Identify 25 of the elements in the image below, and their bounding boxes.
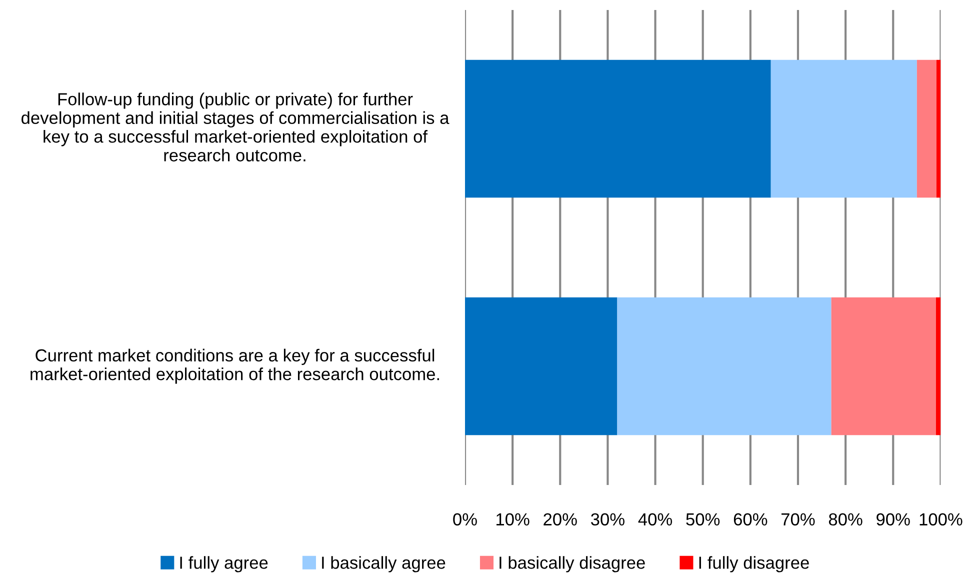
- x-tick-label: 40%: [638, 513, 672, 526]
- x-tick-label: 50%: [686, 513, 720, 526]
- bar: [916, 60, 936, 198]
- x-tick-label: 30%: [591, 513, 624, 526]
- bar: [936, 297, 941, 436]
- bar: [831, 297, 936, 436]
- y-tick-label: Follow-up funding (public or private) for further development and initial stages of commercialisation is a key to a successful market-oriented exploitation of research outcome.: [22, 92, 450, 162]
- legend-label: I basically agree: [322, 556, 446, 572]
- x-tick-label: 90%: [876, 513, 910, 526]
- x-tick-label: 20%: [544, 513, 577, 526]
- legend-label: I fully agree: [180, 556, 268, 572]
- legend-label: I basically disagree: [500, 556, 645, 572]
- bar: [936, 60, 941, 198]
- x-tick-label: 0%: [453, 513, 477, 526]
- bar: [770, 60, 917, 198]
- x-tick-label: 100%: [920, 513, 962, 526]
- x-tick-label: 10%: [496, 513, 530, 526]
- y-tick-label: Current market conditions are a key for a successful market-oriented exploitation of the research outcome.: [30, 348, 439, 384]
- bar: [465, 297, 618, 436]
- bar: [465, 60, 771, 198]
- bar: [617, 297, 832, 436]
- x-tick-label: 70%: [782, 513, 815, 526]
- x-tick-label: 60%: [734, 513, 768, 526]
- legend-label: I fully disagree: [699, 556, 809, 572]
- x-tick-label: 80%: [828, 513, 862, 526]
